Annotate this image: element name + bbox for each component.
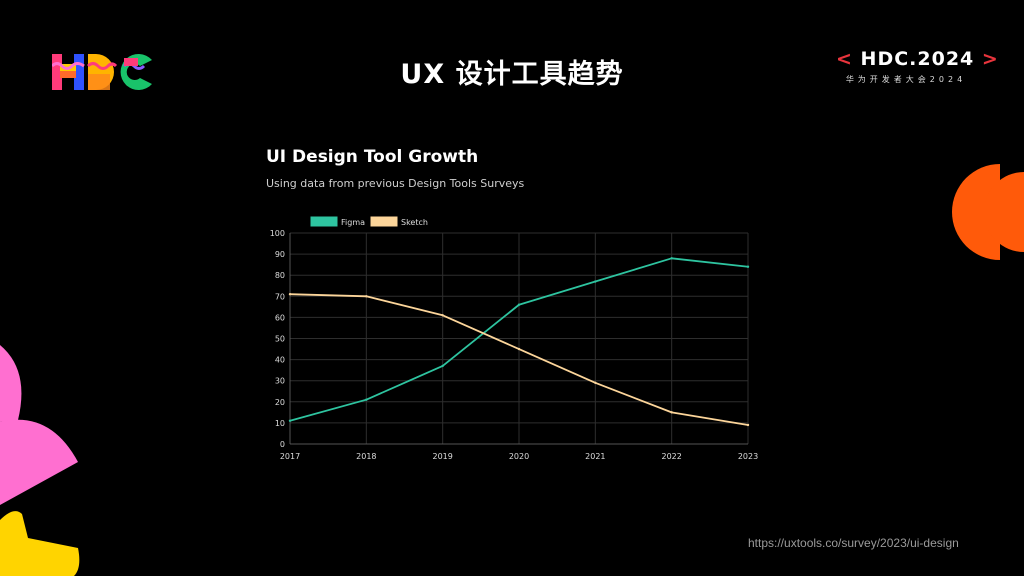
y-tick-label: 90	[275, 250, 285, 259]
y-tick-label: 50	[275, 335, 285, 344]
figma-legend-label: Figma	[341, 218, 365, 227]
bracket-right: >	[981, 48, 999, 70]
sketch-data-point	[594, 381, 597, 385]
hdc-logo-icon	[50, 54, 152, 90]
chart-title: UI Design Tool Growth	[266, 147, 479, 167]
x-tick-label: 2022	[661, 452, 681, 461]
event-badge: < HDC.2024 > 华为开发者大会2024	[836, 48, 998, 85]
sketch-data-point	[746, 423, 750, 427]
figma-data-point	[594, 280, 597, 283]
sketch-data-point	[441, 314, 444, 317]
chart-subtitle: Using data from previous Design Tools Su…	[266, 177, 525, 190]
slide-title: UX 设计工具趋势	[400, 59, 624, 90]
figma-data-point	[441, 364, 444, 368]
x-tick-label: 2021	[585, 452, 605, 461]
event-subtitle: 华为开发者大会2024	[845, 75, 967, 84]
y-tick-label: 10	[275, 419, 285, 428]
x-tick-label: 2018	[356, 452, 376, 461]
y-tick-label: 30	[275, 377, 285, 386]
yellow-shape-decoration	[0, 511, 80, 576]
sketch-data-point	[288, 292, 292, 296]
event-name: HDC.2024	[860, 48, 975, 70]
figma-data-point	[670, 257, 673, 260]
figma-data-point	[517, 303, 521, 306]
sketch-legend-swatch	[370, 216, 398, 227]
y-tick-label: 60	[275, 313, 285, 322]
pink-petal-decoration	[0, 345, 78, 505]
hdc-logo	[50, 52, 156, 96]
x-tick-label: 2020	[509, 452, 529, 461]
bracket-left: <	[836, 48, 853, 70]
figma-data-point	[365, 398, 368, 401]
line-chart: 0 10 20 30 40 50 60 70 80 90 100 2017 2018 2019 2020 20…	[270, 216, 758, 461]
source-link[interactable]: https://uxtools.co/survey/2023/ui-design	[748, 536, 959, 550]
x-tick-label: 2017	[280, 452, 300, 461]
x-tick-label: 2023	[738, 452, 758, 461]
event-name-row: < HDC.2024 >	[836, 48, 998, 70]
sketch-data-point	[670, 411, 673, 414]
y-tick-label: 100	[270, 229, 285, 238]
sketch-data-point	[517, 347, 521, 351]
sketch-data-point	[365, 295, 368, 298]
figma-data-point	[746, 265, 750, 268]
y-tick-label: 40	[275, 356, 285, 365]
y-tick-label: 70	[275, 292, 285, 301]
y-tick-label: 0	[280, 440, 285, 449]
y-tick-label: 20	[275, 398, 285, 407]
figma-legend-swatch	[310, 216, 338, 227]
sketch-legend-label: Sketch	[401, 218, 428, 227]
x-tick-label: 2019	[432, 452, 452, 461]
figma-data-point	[288, 419, 292, 422]
orange-semicircles-decoration	[952, 164, 1024, 260]
y-tick-label: 80	[275, 271, 285, 280]
